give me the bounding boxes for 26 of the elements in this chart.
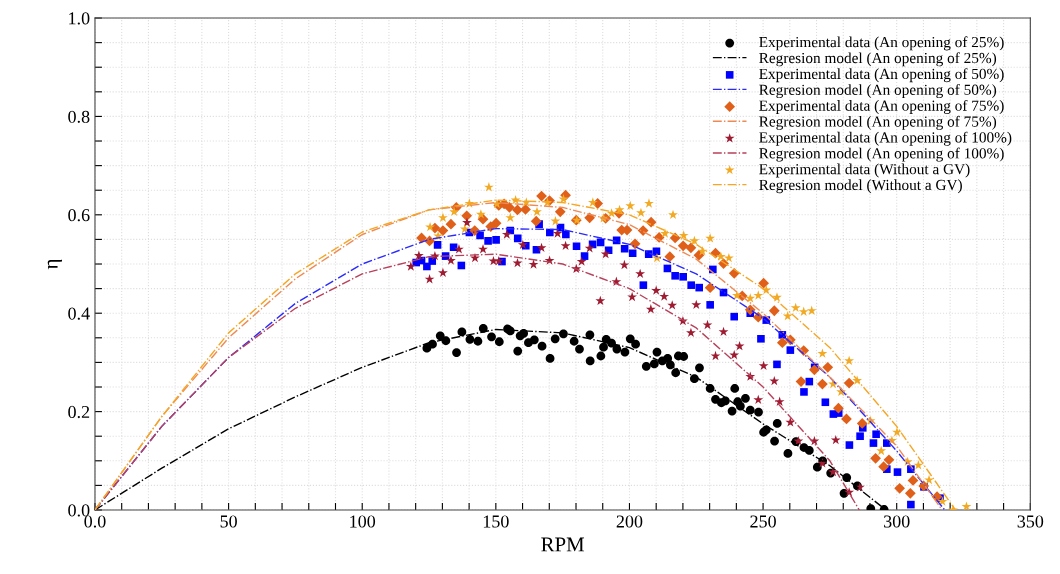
x-tick-label: 200 bbox=[616, 515, 643, 528]
legend-label: Regresion model (Without a GV) bbox=[759, 179, 962, 194]
legend-label: Regresion model (An opening of 100%) bbox=[759, 147, 1004, 162]
x-tick-label: 350 bbox=[1017, 515, 1044, 528]
x-tick-label: 300 bbox=[884, 515, 910, 528]
legend-label: Experimental data (An opening of 50%) bbox=[759, 68, 1004, 83]
legend-label: Regresion model (An opening of 50%) bbox=[759, 84, 997, 99]
legend-label: Experimental data (An opening of 75%) bbox=[759, 99, 1004, 114]
y-axis-title: η bbox=[47, 259, 62, 270]
y-tick-label: 0.8 bbox=[68, 110, 90, 123]
legend-label: Regresion model (An opening of 25%) bbox=[759, 52, 997, 67]
y-tick-label: 1.0 bbox=[69, 12, 90, 25]
legend-label: Experimental data (An opening of 100%) bbox=[759, 131, 1012, 146]
x-tick-label: 50 bbox=[220, 515, 237, 528]
x-axis-title: RPM bbox=[541, 537, 585, 552]
y-tick-label: 0.4 bbox=[68, 307, 90, 320]
legend-label: Experimental data (An opening of 25%) bbox=[759, 36, 1004, 51]
y-tick-label: 0.6 bbox=[68, 209, 90, 222]
y-tick-label: 0.2 bbox=[68, 405, 90, 419]
legend-label: Regresion model (An opening of 75%) bbox=[759, 115, 997, 130]
x-tick-label: 250 bbox=[750, 515, 776, 528]
x-tick-label: 100 bbox=[350, 515, 376, 528]
x-tick-label: 150 bbox=[483, 515, 509, 528]
y-tick-label: 0.0 bbox=[68, 504, 90, 517]
legend-label: Experimental data (Without a GV) bbox=[759, 163, 970, 178]
x-tick-label: 0.0 bbox=[84, 515, 106, 528]
